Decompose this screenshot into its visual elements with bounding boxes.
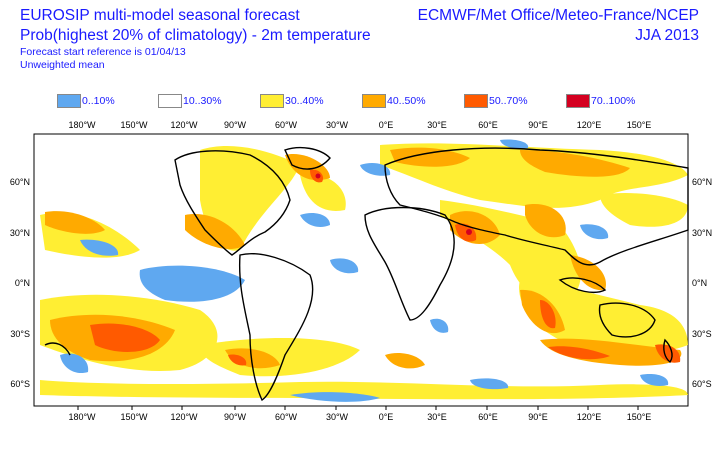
lon-tick: 0°E [379,412,394,422]
dark-red-areas [315,173,472,235]
lat-tick: 30°N [10,228,30,238]
lon-tick: 120°E [577,120,602,130]
legend-item: 30..40% [260,94,324,108]
legend-label: 10..30% [183,95,222,107]
lon-tick: 60°E [478,412,498,422]
lat-labels-right: 60°N 30°N 0°N 30°S 60°S [692,177,712,389]
legend-label: 0..10% [82,95,115,107]
world-map: 180°W 150°W 120°W 90°W 60°W 30°W 0°E 30°… [10,120,712,422]
legend-label: 50..70% [489,95,528,107]
lat-tick: 30°N [692,228,712,238]
probability-fields [40,139,688,402]
lon-tick: 150°E [627,412,652,422]
lon-tick: 180°W [68,120,96,130]
legend-item: 70..100% [566,94,635,108]
lat-tick: 30°S [692,329,712,339]
lon-tick: 90°E [528,120,548,130]
centres-block: ECMWF/Met Office/Meteo-France/NCEP JJA 2… [418,6,699,46]
lon-tick: 30°W [326,120,349,130]
map-panel: 180°W 150°W 120°W 90°W 60°W 30°W 0°E 30°… [0,114,723,456]
lon-tick: 150°W [120,412,148,422]
legend-item: 10..30% [158,94,222,108]
lon-tick: 30°E [427,412,447,422]
legend-item: 50..70% [464,94,528,108]
lon-tick: 90°W [224,412,247,422]
lon-tick: 60°W [275,412,298,422]
chart-title: EUROSIP multi-model seasonal forecast [20,7,300,24]
lat-tick: 0°N [15,278,30,288]
lon-tick: 30°W [326,412,349,422]
lon-tick: 90°W [224,120,247,130]
legend-item: 40..50% [362,94,426,108]
lat-tick: 60°N [692,177,712,187]
lon-tick: 60°W [275,120,298,130]
legend-item: 0..10% [57,94,115,108]
lon-tick: 120°W [170,412,198,422]
blue-areas [60,139,669,402]
legend-label: 30..40% [285,95,324,107]
lon-tick: 120°W [170,120,198,130]
lon-tick: 150°W [120,120,148,130]
legend-swatch [158,94,182,108]
lat-tick: 30°S [10,329,30,339]
red-orange-areas [90,169,681,366]
legend-swatch [362,94,386,108]
lon-tick: 120°E [577,412,602,422]
lat-tick: 60°N [10,177,30,187]
chart-subtitle: Prob(highest 20% of climatology) - 2m te… [20,27,371,44]
lat-tick: 0°N [692,278,707,288]
forecast-start-text: Forecast start reference is 01/04/13 [20,46,186,58]
lat-tick: 60°S [692,379,712,389]
legend-swatch [57,94,81,108]
coastlines [44,146,689,402]
mean-type-text: Unweighted mean [20,59,105,71]
legend-label: 40..50% [387,95,426,107]
lon-tick: 180°W [68,412,96,422]
lon-tick: 60°E [478,120,498,130]
centres-text: ECMWF/Met Office/Meteo-France/NCEP [417,7,699,24]
lat-tick: 60°S [10,379,30,389]
lat-labels-left: 60°N 30°N 0°N 30°S 60°S [10,177,30,389]
lon-tick: 30°E [427,120,447,130]
lon-tick: 0°E [379,120,394,130]
legend-swatch [260,94,284,108]
lon-tick: 90°E [528,412,548,422]
graticule-ticks [77,406,639,410]
legend-swatch [566,94,590,108]
legend-swatch [464,94,488,108]
legend: 0..10% 10..30% 30..40% 40..50% 50..70% 7… [0,94,723,112]
season-text: JJA 2013 [635,27,699,44]
legend-label: 70..100% [591,95,636,107]
lon-labels-top: 180°W 150°W 120°W 90°W 60°W 30°W 0°E 30°… [68,120,651,130]
lon-tick: 150°E [627,120,652,130]
title-block: EUROSIP multi-model seasonal forecast Pr… [20,6,371,72]
lon-labels-bottom: 180°W 150°W 120°W 90°W 60°W 30°W 0°E 30°… [68,412,651,422]
